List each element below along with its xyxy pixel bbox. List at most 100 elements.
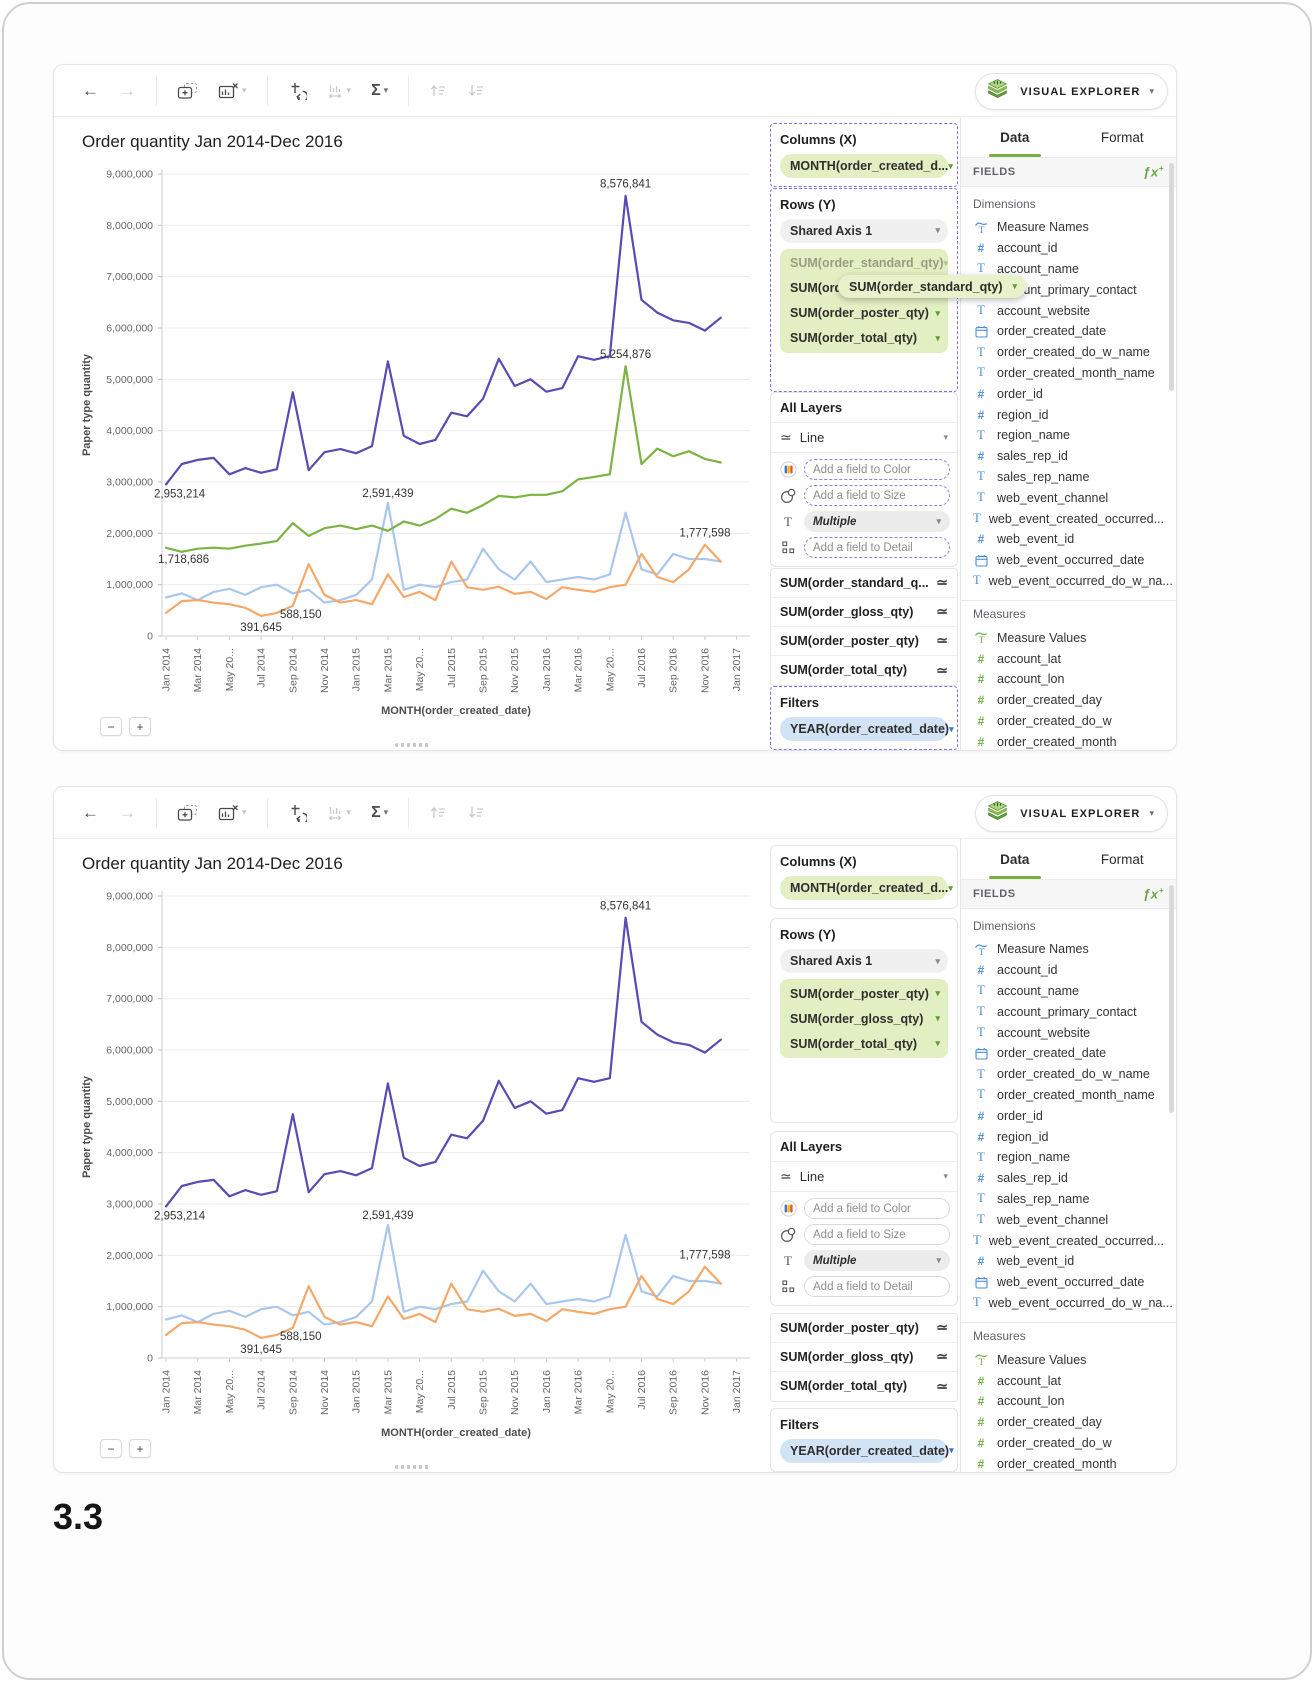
duplicate-chart-icon[interactable] bbox=[177, 82, 198, 100]
horizontal-scrollbar[interactable] bbox=[395, 743, 429, 747]
measure-field-row[interactable]: # order_created_month bbox=[973, 731, 1164, 750]
dimension-field-row[interactable]: order_created_date bbox=[973, 321, 1164, 342]
layer-type-select[interactable]: ≃ Line ▾ bbox=[771, 423, 957, 454]
measure-field-row[interactable]: # account_lon bbox=[973, 1391, 1164, 1412]
sort-ascending-icon[interactable] bbox=[429, 83, 447, 98]
measure-layer-row[interactable]: SUM(order_poster_qty) ≃ bbox=[771, 627, 957, 656]
dimension-field-row[interactable]: # region_id bbox=[973, 404, 1164, 425]
row-pill[interactable]: SUM(order_poster_qty) ▾ bbox=[790, 306, 940, 321]
row-pill[interactable]: SUM(order_total_qty) ▾ bbox=[790, 331, 940, 346]
aggregate-sigma-icon[interactable]: Σ ▾ bbox=[371, 81, 389, 99]
measure-field-row[interactable]: # order_created_month bbox=[973, 1453, 1164, 1472]
dimension-field-row[interactable]: # account_id bbox=[973, 960, 1164, 981]
dimension-field-row[interactable]: # region_id bbox=[973, 1126, 1164, 1147]
zoom-out-button[interactable]: − bbox=[100, 1439, 122, 1458]
back-icon[interactable]: ← bbox=[82, 803, 99, 822]
measure-field-row[interactable]: # order_created_do_w bbox=[973, 1433, 1164, 1454]
vertical-scrollbar[interactable] bbox=[1169, 163, 1174, 391]
measure-layer-row[interactable]: SUM(order_total_qty) ≃ bbox=[780, 1377, 948, 1394]
clear-chart-icon[interactable]: ▾ bbox=[218, 804, 247, 822]
dimension-field-row[interactable]: web_event_occurred_date bbox=[973, 550, 1164, 571]
measure-field-row[interactable]: # order_created_day bbox=[973, 1412, 1164, 1433]
dimension-field-row[interactable]: # sales_rep_id bbox=[973, 1168, 1164, 1189]
dimension-field-row[interactable]: # order_id bbox=[973, 1105, 1164, 1126]
sort-descending-icon[interactable] bbox=[467, 805, 485, 820]
forward-icon[interactable]: → bbox=[119, 81, 136, 100]
columns-shelf[interactable]: Columns (X) MONTH(order_created_d... ▾ bbox=[770, 845, 958, 909]
aggregate-sigma-icon[interactable]: Σ ▾ bbox=[371, 803, 389, 821]
measure-field-row[interactable]: # account_lon bbox=[973, 669, 1164, 690]
swap-axes-icon[interactable] bbox=[288, 81, 307, 100]
row-pill[interactable]: SUM(order_total_qty) ▾ bbox=[790, 1036, 940, 1051]
dimension-field-row[interactable]: # sales_rep_id bbox=[973, 446, 1164, 467]
row-pill[interactable]: SUM(order_standard_qty) ▾ bbox=[790, 256, 949, 271]
filters-shelf[interactable]: Filters YEAR(order_created_date) ▾ bbox=[770, 1407, 958, 1472]
dimension-field-row[interactable]: # order_id bbox=[973, 383, 1164, 404]
zoom-in-button[interactable]: + bbox=[129, 1439, 151, 1458]
horizontal-scrollbar[interactable] bbox=[395, 1465, 429, 1469]
forward-icon[interactable]: → bbox=[119, 803, 136, 822]
visual-explorer-button[interactable]: VISUAL EXPLORER ▾ bbox=[975, 795, 1168, 832]
dimension-field-row[interactable]: T Measure Names bbox=[973, 939, 1164, 960]
row-pill[interactable]: SUM(order_poster_qty) ▾ bbox=[790, 986, 940, 1001]
tab-data[interactable]: Data bbox=[961, 839, 1069, 879]
bar-size-icon[interactable]: ▾ bbox=[327, 82, 351, 100]
measure-layer-row[interactable]: SUM(order_total_qty) ≃ bbox=[780, 661, 948, 678]
shared-axis-pill[interactable]: Shared Axis 1 ▾ bbox=[780, 949, 948, 974]
layer-type-select[interactable]: ≃ Line ▾ bbox=[771, 1162, 957, 1193]
measure-layer-row[interactable]: SUM(order_standard_q... ≃ bbox=[771, 569, 957, 598]
text-field-value[interactable]: Multiple ▾ bbox=[804, 511, 950, 533]
tab-format[interactable]: Format bbox=[1100, 851, 1144, 867]
text-field-value[interactable]: Multiple ▾ bbox=[804, 1250, 950, 1272]
columns-pill[interactable]: MONTH(order_created_d... ▾ bbox=[780, 876, 953, 900]
columns-shelf[interactable]: Columns (X) MONTH(order_created_d... ▾ bbox=[770, 123, 958, 187]
measure-field-row[interactable]: T Measure Values bbox=[973, 1349, 1164, 1370]
add-formula-icon[interactable]: ƒx+ bbox=[1143, 886, 1164, 902]
filters-shelf[interactable]: Filters YEAR(order_created_date) ▾ bbox=[770, 686, 958, 750]
dimension-field-row[interactable]: # web_event_id bbox=[973, 529, 1164, 550]
dimension-field-row[interactable]: # web_event_id bbox=[973, 1251, 1164, 1272]
detail-field-drop[interactable]: Add a field to Detail bbox=[804, 1276, 950, 1298]
zoom-in-button[interactable]: + bbox=[129, 717, 151, 736]
rows-shelf[interactable]: Rows (Y) Shared Axis 1 ▾ SUM(order_standa… bbox=[770, 187, 958, 392]
filter-pill[interactable]: YEAR(order_created_date) ▾ bbox=[780, 1438, 954, 1463]
add-formula-icon[interactable]: ƒx+ bbox=[1143, 164, 1164, 180]
clear-chart-icon[interactable]: ▾ bbox=[218, 82, 247, 100]
size-field-drop[interactable]: Add a field to Size bbox=[804, 485, 950, 507]
columns-pill[interactable]: MONTH(order_created_d... ▾ bbox=[780, 154, 953, 178]
tab-format[interactable]: Format bbox=[1100, 129, 1144, 145]
measure-field-row[interactable]: # order_created_do_w bbox=[973, 711, 1164, 732]
duplicate-chart-icon[interactable] bbox=[177, 804, 198, 822]
color-field-drop[interactable]: Add a field to Color bbox=[804, 1198, 950, 1220]
zoom-out-button[interactable]: − bbox=[100, 717, 122, 736]
vertical-scrollbar[interactable] bbox=[1169, 885, 1174, 1113]
detail-field-drop[interactable]: Add a field to Detail bbox=[804, 537, 950, 559]
bar-size-icon[interactable]: ▾ bbox=[327, 804, 351, 822]
rows-shelf[interactable]: Rows (Y) Shared Axis 1 ▾ SUM(order_poster… bbox=[770, 918, 958, 1124]
dimension-field-row[interactable]: T Measure Names bbox=[973, 217, 1164, 238]
row-pill[interactable]: SUM(order_gloss_qty)▾ bbox=[790, 1011, 940, 1026]
back-icon[interactable]: ← bbox=[82, 81, 99, 100]
filter-pill[interactable]: YEAR(order_created_date) ▾ bbox=[780, 717, 954, 741]
dimension-field-row[interactable]: # account_id bbox=[973, 238, 1164, 259]
measure-layer-row[interactable]: SUM(order_gloss_qty) ≃ bbox=[771, 1343, 957, 1372]
